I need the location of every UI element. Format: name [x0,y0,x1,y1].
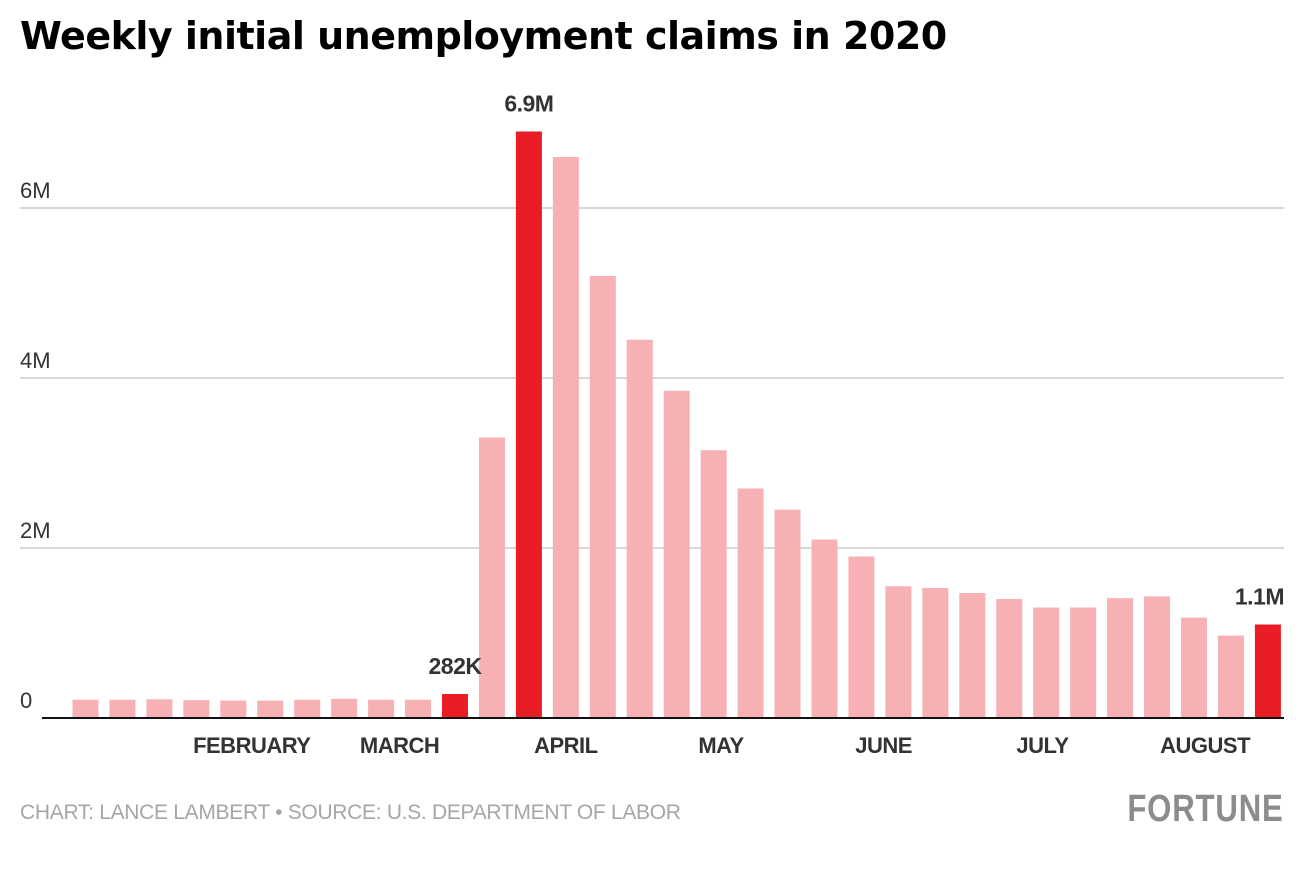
bar [1070,607,1097,718]
bar [331,698,358,719]
bar [589,276,616,718]
bar [478,437,505,718]
bar [700,450,727,718]
x-tick-label: MARCH [360,733,439,758]
bar [626,339,653,718]
bar [146,699,173,718]
x-tick-label: JULY [1016,733,1069,758]
bar [368,699,395,718]
highlight-bar [515,131,542,718]
bar [1181,617,1207,718]
x-tick-label: JUNE [855,733,912,758]
source-credit: CHART: LANCE LAMBERT • SOURCE: U.S. DEPA… [20,801,681,824]
bar [72,699,99,718]
y-tick-label: 4M [20,348,51,373]
bar [848,556,875,718]
bar [1107,598,1134,718]
bar [922,587,949,718]
bar [1144,596,1171,718]
bar [405,699,432,718]
data-label: 1.1M [1235,584,1284,610]
y-tick-label: 6M [20,178,51,203]
highlight-bar [1254,624,1281,718]
x-tick-label: FEBRUARY [193,733,311,758]
bar [183,700,210,718]
bar [663,390,690,718]
bar [109,699,136,718]
bar [737,488,764,718]
bar [959,593,986,718]
bar [885,586,912,718]
fortune-logo: FORTUNE [1127,788,1284,830]
bar [220,700,247,718]
bar [257,700,284,718]
bar [552,157,579,718]
data-label: 282K [429,653,483,679]
x-tick-label: MAY [698,733,744,758]
bar [811,539,838,718]
x-tick-label: APRIL [534,733,598,758]
x-tick-label: AUGUST [1160,733,1251,758]
y-tick-label: 0 [20,688,32,713]
bar [774,509,801,718]
chart-title: Weekly initial unemployment claims in 20… [20,14,947,58]
bar-chart: 0 2M 4M 6M FEBRUARY MARCH APRIL MAY JUNE JULY AUGU… [20,91,1285,759]
y-tick-label: 2M [20,518,51,543]
highlight-bar [442,694,468,718]
bar [1033,607,1060,718]
bar [294,699,321,718]
bar [1217,635,1244,718]
bar [996,599,1023,718]
bars [72,131,1281,719]
labels: 0 2M 4M 6M FEBRUARY MARCH APRIL MAY JUNE JULY AUGU… [20,91,1285,759]
data-label: 6.9M [504,91,553,117]
